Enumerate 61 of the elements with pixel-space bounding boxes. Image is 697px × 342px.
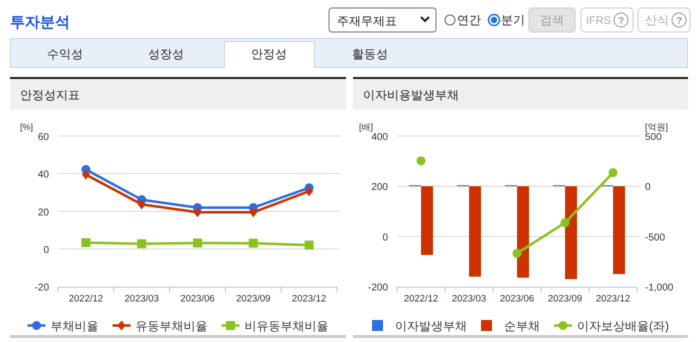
chart-title: 이자비용발생부채 [363,88,459,102]
text: 수익성 [47,47,83,61]
point [560,218,570,228]
y-tick-label: 20 [38,207,50,218]
point [194,207,202,218]
legend-label: 부채비율 [50,319,98,333]
x-tick-label: 2023/09 [548,294,582,305]
text: 검색 [540,13,564,27]
x-tick-label: 2023/09 [236,294,270,305]
point [305,186,314,196]
y-tick-label: -200 [368,282,388,294]
y-tick-label: 40 [38,170,50,181]
y-tick-label: 0 [43,245,50,256]
y-tick-label: 400 [371,132,388,143]
point [512,248,522,258]
legend-label: 순부채 [504,319,540,333]
point [82,170,90,180]
text: ? [676,16,682,27]
y2-axis-title: [억원] [645,122,668,132]
point [137,239,146,248]
x-tick-label: 2023/06 [180,294,215,305]
legend-label: 유동부채비율 [136,319,208,333]
point [608,168,618,178]
x-tick-label: 2023/06 [500,294,534,305]
x-tick-label: 2022/12 [68,294,104,305]
x-tick-label: 2023/12 [596,294,630,305]
x-tick-label: 2023/03 [452,294,486,305]
x-tick-label: 2022/12 [404,294,438,305]
text: 분기 [501,13,525,27]
y2-tick-label: 500 [645,132,662,143]
y-axis-title: [배] [359,122,374,132]
text: 안정성 [251,47,287,61]
point [81,238,90,248]
y-tick-label: 60 [38,132,50,143]
text: IFRS [586,15,612,27]
text: 연간 [457,13,481,27]
chart-title: 안정성지표 [20,88,80,102]
text: 투자분석 [10,14,70,31]
text: 성장성 [148,47,184,61]
point [416,156,426,166]
point [193,238,202,248]
point [138,199,146,210]
x-tick-label: 2023/12 [292,294,326,305]
text: 활동성 [352,47,388,61]
text: ? [618,16,624,27]
y2-tick-label: -500 [645,232,666,244]
y-tick-label: 0 [382,232,388,244]
y-tick-label: 200 [371,182,388,194]
text: 주재무제표 [337,14,397,28]
y2-tick-label: -1,000 [645,282,674,294]
legend-label: 이자발생부채 [395,319,467,333]
point [249,207,258,218]
point [304,240,314,250]
y-tick-label: -20 [34,282,50,294]
legend-label: 이자보상배율(좌) [577,319,669,333]
x-tick-label: 2023/03 [124,294,159,305]
y-axis-title: [%] [20,122,34,132]
legend-label: 비유동부채비율 [244,319,328,333]
y2-tick-label: 0 [645,182,651,194]
point [248,238,258,248]
text: 산식 [645,13,669,27]
